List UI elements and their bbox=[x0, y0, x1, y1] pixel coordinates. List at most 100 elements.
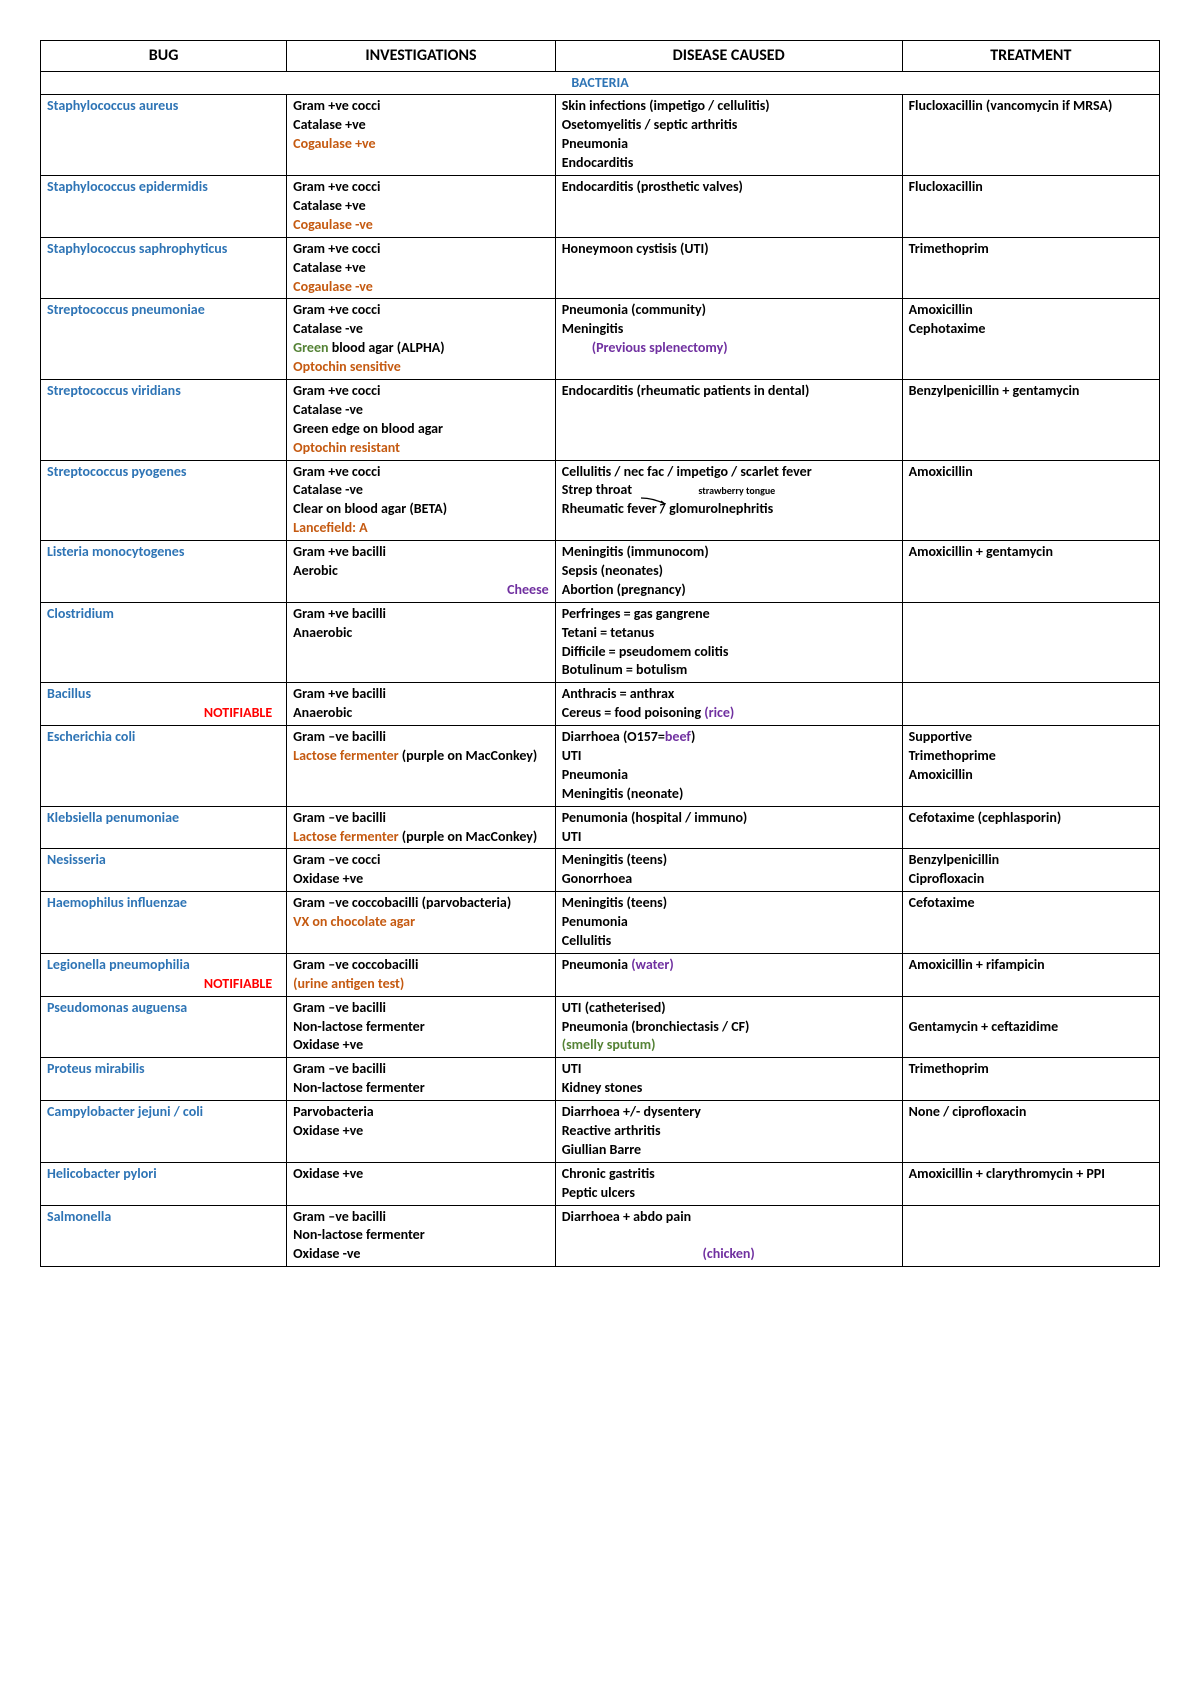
inv-line: Gram –ve bacilli bbox=[293, 809, 549, 828]
dis-line: Penumonia bbox=[562, 913, 896, 932]
dis-line: Reactive arthritis bbox=[562, 1122, 896, 1141]
bug-name: Salmonella bbox=[41, 1205, 287, 1267]
treatment-cell bbox=[902, 1205, 1159, 1267]
treatment-cell bbox=[902, 602, 1159, 683]
inv-line: Optochin resistant bbox=[293, 439, 549, 458]
dis-line: (chicken) bbox=[562, 1245, 896, 1264]
inv-text: (purple on MacConkey) bbox=[399, 828, 538, 845]
investigations-cell: Gram –ve bacilli Non-lactose fermenter bbox=[287, 1058, 556, 1101]
bug-name: Klebsiella penumoniae bbox=[41, 806, 287, 849]
treatment-cell: Amoxicillin bbox=[902, 460, 1159, 541]
dis-line: Diarrhoea +/- dysentery bbox=[562, 1103, 896, 1122]
treatment-cell: Trimethoprim bbox=[902, 1058, 1159, 1101]
dis-line: Cellulitis / nec fac / impetigo / scarle… bbox=[562, 463, 896, 482]
row-clostridium: Clostridium Gram +ve bacilli Anaerobic P… bbox=[41, 602, 1160, 683]
inv-line: Gram +ve cocci bbox=[293, 301, 549, 320]
header-treatment: TREATMENT bbox=[902, 41, 1159, 72]
header-bug: BUG bbox=[41, 41, 287, 72]
treatment-cell bbox=[902, 683, 1159, 726]
disease-cell: Endocarditis (prosthetic valves) bbox=[555, 176, 902, 238]
dis-line: Osetomyelitis / septic arthritis bbox=[562, 116, 896, 135]
row-strep-viridians: Streptococcus viridians Gram +ve cocci C… bbox=[41, 379, 1160, 460]
dis-line: Meningitis (teens) bbox=[562, 894, 896, 913]
row-salmonella: Salmonella Gram –ve bacilli Non-lactose … bbox=[41, 1205, 1160, 1267]
investigations-cell: Gram –ve bacilli Lactose fermenter (purp… bbox=[287, 726, 556, 807]
row-strep-pyogenes: Streptococcus pyogenes Gram +ve cocci Ca… bbox=[41, 460, 1160, 541]
bug-name: Pseudomonas auguensa bbox=[41, 996, 287, 1058]
dis-line: Strep throat strawberry tongue bbox=[562, 481, 896, 500]
inv-line: Gram –ve coccobacilli bbox=[293, 956, 549, 975]
investigations-cell: Gram +ve cocci Catalase +ve Cogaulase -v… bbox=[287, 237, 556, 299]
inv-line: Gram –ve bacilli bbox=[293, 728, 549, 747]
disease-cell: Diarrhoea (O157=beef) UTI Pneumonia Meni… bbox=[555, 726, 902, 807]
dis-line: Rheumatic fever / glomurolnephritis bbox=[562, 500, 896, 519]
inv-line: (urine antigen test) bbox=[293, 975, 549, 994]
inv-line: Non-lactose fermenter bbox=[293, 1018, 549, 1037]
header-row: BUG INVESTIGATIONS DISEASE CAUSED TREATM… bbox=[41, 41, 1160, 72]
treatment-cell: Benzylpenicillin Ciprofloxacin bbox=[902, 849, 1159, 892]
inv-line: Anaerobic bbox=[293, 704, 549, 723]
investigations-cell: Gram –ve cocci Oxidase +ve bbox=[287, 849, 556, 892]
investigations-cell: Gram +ve cocci Catalase -ve Green edge o… bbox=[287, 379, 556, 460]
tx-line: Benzylpenicillin bbox=[909, 851, 1153, 870]
inv-line: Lancefield: A bbox=[293, 519, 549, 538]
dis-text: Cereus = food poisoning bbox=[562, 704, 705, 721]
inv-line: Gram +ve cocci bbox=[293, 382, 549, 401]
orange-text: Lactose fermenter bbox=[293, 828, 398, 845]
row-pseudomonas: Pseudomonas auguensa Gram –ve bacilli No… bbox=[41, 996, 1160, 1058]
inv-line: Parvobacteria bbox=[293, 1103, 549, 1122]
dis-line: UTI bbox=[562, 1060, 896, 1079]
inv-line: Gram –ve coccobacilli (parvobacteria) bbox=[293, 894, 549, 913]
inv-line: Gram +ve bacilli bbox=[293, 543, 549, 562]
disease-cell: Diarrhoea + abdo pain (chicken) bbox=[555, 1205, 902, 1267]
investigations-cell: Gram –ve coccobacilli (urine antigen tes… bbox=[287, 953, 556, 996]
disease-cell: UTI (catheterised) Pneumonia (bronchiect… bbox=[555, 996, 902, 1058]
dis-line: Cereus = food poisoning (rice) bbox=[562, 704, 896, 723]
dis-line: Diarrhoea (O157=beef) bbox=[562, 728, 896, 747]
tx-line: Amoxicillin bbox=[909, 766, 1153, 785]
disease-cell: Cellulitis / nec fac / impetigo / scarle… bbox=[555, 460, 902, 541]
treatment-cell: Cefotaxime bbox=[902, 892, 1159, 954]
treatment-cell: None / ciprofloxacin bbox=[902, 1101, 1159, 1163]
dis-line: Pneumonia (community) bbox=[562, 301, 896, 320]
bug-text: Bacillus bbox=[47, 685, 280, 704]
inv-line: Cogaulase -ve bbox=[293, 216, 549, 235]
dis-line bbox=[562, 1226, 896, 1245]
disease-cell: Chronic gastritis Peptic ulcers bbox=[555, 1162, 902, 1205]
disease-cell: Pneumonia (water) bbox=[555, 953, 902, 996]
inv-line: Gram +ve cocci bbox=[293, 240, 549, 259]
treatment-cell: Amoxicillin + clarythromycin + PPI bbox=[902, 1162, 1159, 1205]
dis-line: Kidney stones bbox=[562, 1079, 896, 1098]
inv-line: Catalase +ve bbox=[293, 259, 549, 278]
investigations-cell: Gram +ve cocci Catalase +ve Cogaulase +v… bbox=[287, 95, 556, 176]
inv-line: Gram –ve bacilli bbox=[293, 999, 549, 1018]
header-disease: DISEASE CAUSED bbox=[555, 41, 902, 72]
disease-cell: Meningitis (teens) Gonorrhoea bbox=[555, 849, 902, 892]
tx-line: Amoxicillin bbox=[909, 301, 1153, 320]
dis-line: Tetani = tetanus bbox=[562, 624, 896, 643]
dis-line: (smelly sputum) bbox=[562, 1036, 896, 1055]
dis-line: Meningitis bbox=[562, 320, 896, 339]
dis-line: Difficile = pseudomem colitis bbox=[562, 643, 896, 662]
dis-line: Pneumonia (bronchiectasis / CF) bbox=[562, 1018, 896, 1037]
tx-line: Supportive bbox=[909, 728, 1153, 747]
annotation-text: strawberry tongue bbox=[698, 484, 775, 497]
inv-line: Catalase -ve bbox=[293, 481, 549, 500]
section-bacteria: BACTERIA bbox=[41, 71, 1160, 95]
bug-name: Campylobacter jejuni / coli bbox=[41, 1101, 287, 1163]
treatment-cell: Trimethoprim bbox=[902, 237, 1159, 299]
bug-name: Staphylococcus aureus bbox=[41, 95, 287, 176]
treatment-cell: Amoxicillin + gentamycin bbox=[902, 541, 1159, 603]
bug-name: Bacillus NOTIFIABLE bbox=[41, 683, 287, 726]
dis-line: Meningitis (teens) bbox=[562, 851, 896, 870]
inv-line: Gram –ve bacilli bbox=[293, 1208, 549, 1227]
inv-line: Gram –ve bacilli bbox=[293, 1060, 549, 1079]
inv-line: Lactose fermenter (purple on MacConkey) bbox=[293, 747, 549, 766]
investigations-cell: Gram –ve bacilli Non-lactose fermenter O… bbox=[287, 1205, 556, 1267]
bug-name: Proteus mirabilis bbox=[41, 1058, 287, 1101]
disease-cell: Penumonia (hospital / immuno) UTI bbox=[555, 806, 902, 849]
treatment-cell: Gentamycin + ceftazidime bbox=[902, 996, 1159, 1058]
disease-cell: Perfringes = gas gangrene Tetani = tetan… bbox=[555, 602, 902, 683]
bug-name: Listeria monocytogenes bbox=[41, 541, 287, 603]
green-text: Green bbox=[293, 339, 328, 356]
